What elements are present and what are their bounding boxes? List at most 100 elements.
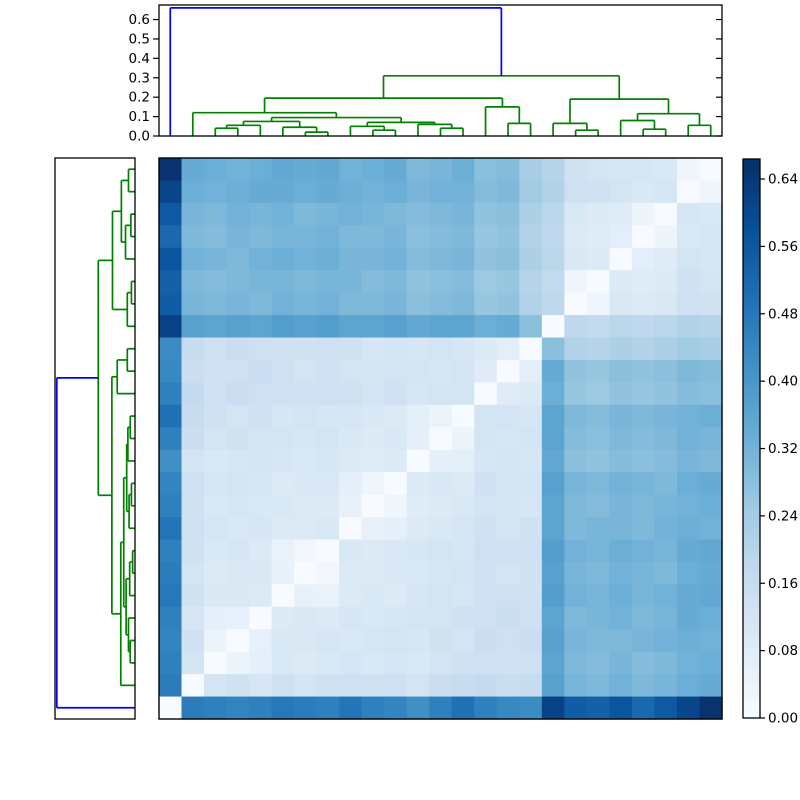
heatmap-cell	[519, 606, 543, 630]
heatmap-cell	[676, 225, 701, 249]
colorbar-panel: 0.00 0.08 0.16 0.24 0.32 0.40 0.48 0.56 0.64	[742, 158, 798, 727]
heatmap-cell	[226, 292, 250, 316]
heatmap-cell	[609, 337, 633, 361]
colorbar-gradient-step	[743, 328, 760, 335]
heatmap-cell	[564, 247, 588, 271]
y-axis-tick-label: 0.3	[129, 70, 150, 86]
colorbar-gradient-step	[743, 393, 760, 400]
heatmap-cell	[294, 629, 318, 653]
colorbar-tick-label: 0.40	[768, 374, 798, 390]
heatmap-cell	[406, 315, 430, 339]
heatmap-cell	[429, 202, 453, 226]
heatmap-cell	[249, 449, 273, 473]
heatmap-cell	[384, 202, 408, 226]
colorbar-gradient-step	[743, 278, 760, 285]
heatmap-cell	[541, 225, 565, 249]
heatmap-cell	[406, 494, 430, 518]
colorbar-gradient-step	[743, 443, 760, 450]
heatmap-cell	[676, 629, 701, 653]
heatmap-cell	[429, 539, 453, 563]
heatmap-cell	[226, 472, 250, 496]
heatmap-cell	[429, 270, 453, 294]
heatmap-cell	[609, 202, 633, 226]
heatmap-cell	[496, 247, 520, 271]
heatmap-cell	[429, 292, 453, 316]
heatmap-cell	[159, 427, 183, 451]
heatmap-cell	[429, 494, 453, 518]
heatmap-cell	[226, 517, 250, 541]
top-dendrogram-border	[158, 4, 723, 137]
colorbar-gradient-step	[743, 188, 760, 195]
heatmap-cell	[519, 337, 543, 361]
heatmap-cell	[204, 651, 228, 675]
heatmap-cell	[564, 539, 588, 563]
heatmap-cell	[541, 315, 565, 339]
heatmap-cell	[654, 359, 678, 383]
heatmap-cell	[339, 180, 363, 204]
heatmap-cell	[204, 202, 228, 226]
heatmap-cell	[699, 225, 723, 249]
heatmap-cell	[654, 494, 678, 518]
heatmap-cell	[541, 696, 565, 720]
colorbar-gradient-step	[743, 498, 760, 504]
heatmap-cell	[271, 696, 295, 720]
heatmap-cell	[699, 382, 723, 406]
heatmap-cell	[204, 315, 228, 339]
heatmap-cell	[631, 247, 656, 271]
heatmap-cell	[474, 517, 498, 541]
heatmap-cell	[249, 561, 273, 585]
heatmap-cell	[564, 561, 588, 585]
heatmap-cell	[519, 225, 543, 249]
colorbar-gradient-step	[743, 573, 760, 579]
heatmap-cell	[631, 359, 656, 383]
heatmap-cell	[699, 517, 723, 541]
heatmap-cell	[519, 202, 543, 226]
heatmap-cell	[339, 225, 363, 249]
heatmap-cell	[181, 359, 205, 383]
heatmap-cell	[699, 651, 723, 675]
heatmap-cell	[294, 696, 318, 720]
colorbar-gradient-step	[743, 178, 760, 185]
heatmap-cell	[271, 651, 295, 675]
colorbar-gradient-step	[743, 553, 760, 559]
colorbar-gradient-step	[743, 668, 760, 674]
heatmap-cell	[586, 517, 610, 541]
heatmap-cell	[609, 561, 633, 585]
heatmap-cell	[226, 404, 250, 428]
heatmap-cell	[699, 270, 723, 294]
heatmap-cell	[249, 472, 273, 496]
heatmap-cell	[294, 180, 318, 204]
colorbar-gradient-step	[743, 183, 760, 190]
heatmap-cell	[699, 629, 723, 653]
heatmap-cell	[564, 225, 588, 249]
colorbar-gradient-step	[743, 483, 760, 490]
top-dendrogram-panel: 0.0 0.1 0.2 0.3 0.4 0.5 0.6	[129, 4, 723, 145]
heatmap-cell	[316, 674, 340, 698]
heatmap-cell	[631, 494, 656, 518]
heatmap-cell	[654, 202, 678, 226]
heatmap-cell	[699, 449, 723, 473]
heatmap-cell	[474, 382, 498, 406]
heatmap-border	[158, 157, 723, 720]
colorbar-gradient-step	[743, 293, 760, 300]
heatmap-cell	[699, 606, 723, 630]
heatmap-cell	[271, 606, 295, 630]
heatmap-cell	[631, 382, 656, 406]
heatmap-cell	[676, 561, 701, 585]
heatmap-cell	[339, 270, 363, 294]
colorbar-gradient-step	[743, 363, 760, 370]
heatmap-cell	[541, 561, 565, 585]
heatmap-cell	[519, 382, 543, 406]
heatmap-cell	[496, 606, 520, 630]
heatmap-cell	[406, 427, 430, 451]
heatmap-cell	[541, 651, 565, 675]
heatmap-cell	[519, 674, 543, 698]
heatmap-cell	[586, 561, 610, 585]
colorbar-gradient-step	[743, 488, 760, 494]
heatmap-cell	[609, 315, 633, 339]
heatmap-cell	[676, 202, 701, 226]
heatmap-cell	[519, 427, 543, 451]
heatmap-cell	[609, 382, 633, 406]
heatmap-cell	[384, 517, 408, 541]
